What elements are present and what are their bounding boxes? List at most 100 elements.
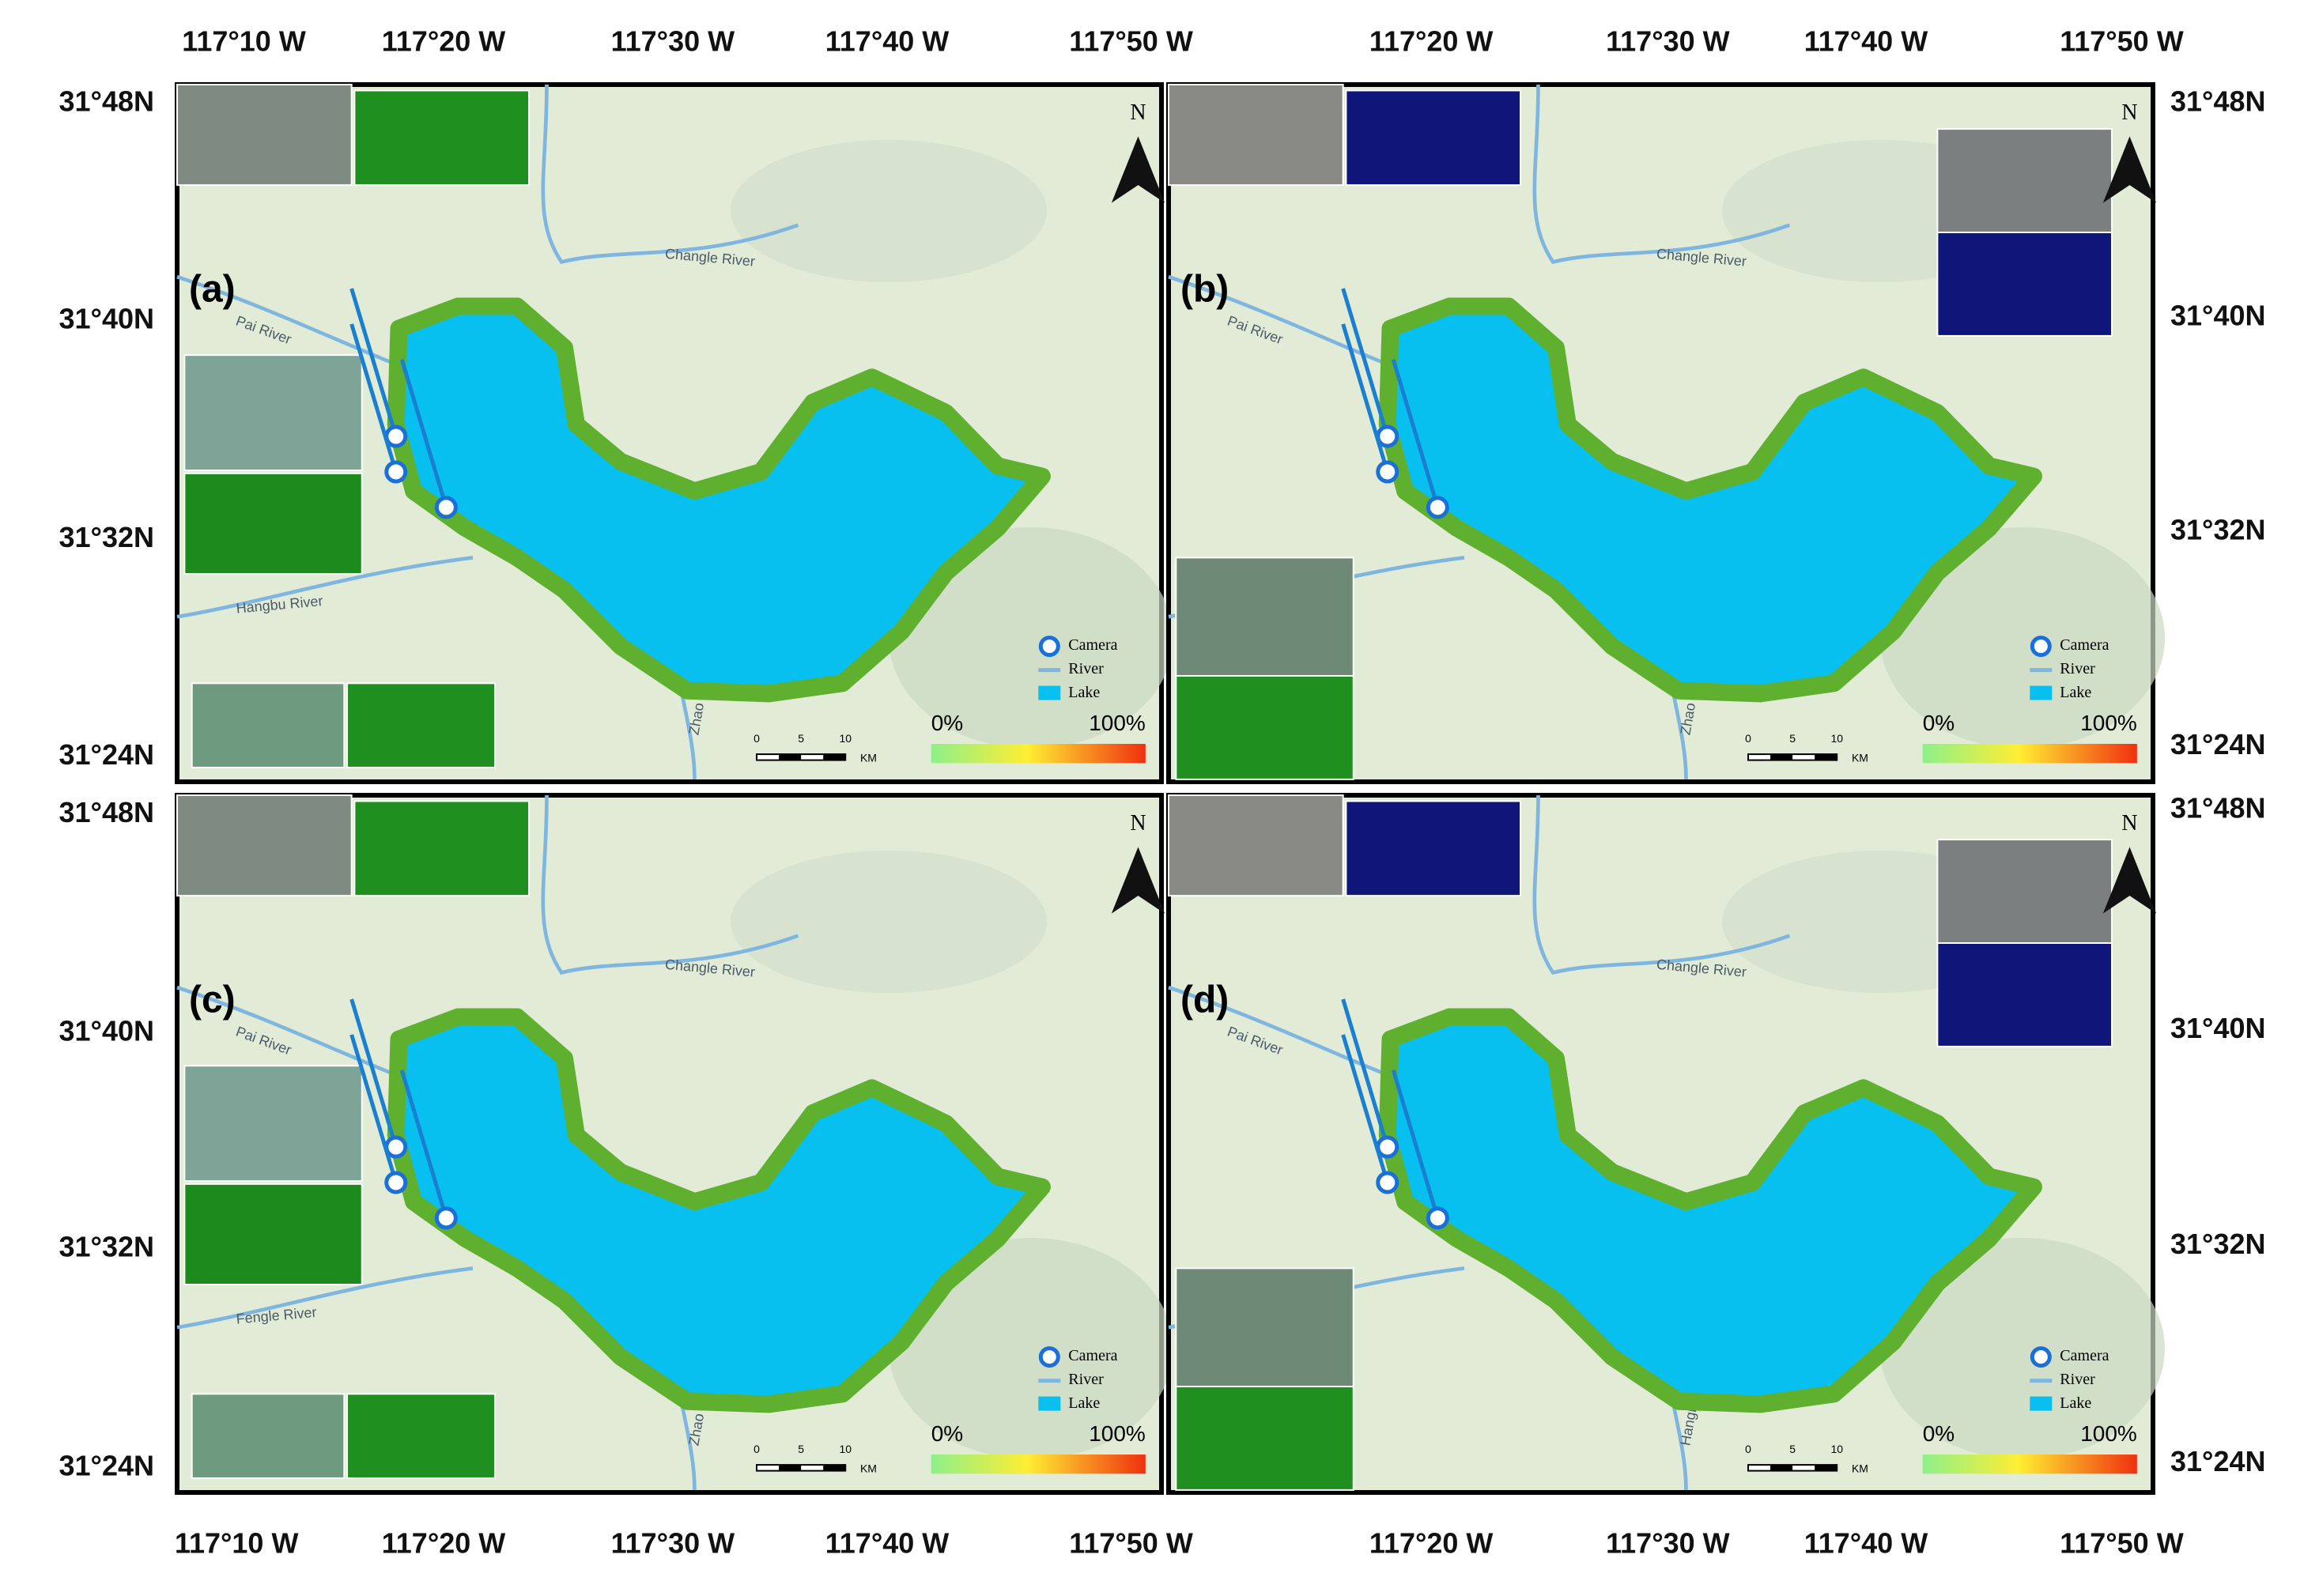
- legend-label: Camera: [2060, 1347, 2109, 1364]
- camera-link: [1341, 323, 1390, 473]
- camera-image: [1345, 800, 1522, 897]
- camera-marker: [1426, 496, 1449, 519]
- camera-marker: [434, 1206, 458, 1230]
- legend-label: Camera: [1068, 1347, 1117, 1364]
- legend-label: River: [1068, 660, 1104, 677]
- top-tick-label: 117°30 W: [611, 25, 735, 58]
- legend-lake-icon: [1038, 685, 1061, 700]
- left-tick-label: 31°32N: [59, 1231, 154, 1263]
- camera-image: [183, 472, 363, 575]
- scale-label: 0: [1745, 732, 1751, 745]
- camera-image: [1175, 1267, 1354, 1388]
- bottom-tick-label: 117°10 W: [175, 1527, 299, 1560]
- camera-image: [176, 84, 353, 187]
- scale-bar-segment: [823, 754, 846, 760]
- camera-link: [399, 1070, 448, 1219]
- colorbar-label: 100%: [2080, 1421, 2137, 1446]
- colorbar-label: 0%: [931, 1421, 963, 1446]
- scale-label: KM: [1852, 1462, 1868, 1474]
- terrain: [731, 140, 1047, 282]
- terrain: [889, 527, 1173, 749]
- right-tick-label: 31°48N: [2170, 791, 2265, 824]
- colorbar: [931, 744, 1146, 764]
- camera-image: [353, 89, 531, 187]
- panel-label: (c): [189, 979, 236, 1021]
- camera-link: [1341, 998, 1390, 1148]
- scale-bar-segment: [1770, 754, 1793, 760]
- legend-camera-icon: [2030, 636, 2052, 658]
- terrain: [1880, 527, 2165, 749]
- camera-link: [349, 998, 398, 1148]
- scale-label: 10: [1830, 1443, 1843, 1455]
- camera-image: [1168, 794, 1344, 897]
- camera-marker: [1376, 460, 1399, 484]
- camera-image: [1345, 89, 1522, 187]
- top-tick-label: 117°50 W: [1069, 25, 1193, 58]
- colorbar-label: 100%: [1089, 1421, 1146, 1446]
- camera-image: [183, 1183, 363, 1285]
- scale-label: 5: [798, 1443, 804, 1455]
- panel-label: (b): [1180, 268, 1229, 310]
- right-tick-label: 31°32N: [2170, 514, 2265, 546]
- legend-lake-icon: [2030, 685, 2053, 700]
- scale-label: 10: [839, 732, 852, 745]
- camera-image: [1936, 942, 2113, 1047]
- legend-label: Lake: [2060, 684, 2091, 701]
- legend-camera-icon: [1038, 1346, 1060, 1368]
- north-label: N: [1130, 100, 1146, 125]
- north-arrow: [2102, 136, 2157, 203]
- top-tick-label: 117°40 W: [825, 25, 950, 58]
- scale-bar-segment: [823, 1465, 846, 1471]
- lake: [1378, 1008, 2042, 1413]
- camera-image: [1168, 84, 1344, 187]
- legend-label: River: [2060, 1371, 2095, 1388]
- right-tick-label: 31°32N: [2170, 1228, 2265, 1260]
- north-label: N: [2121, 811, 2137, 836]
- lake: [387, 1008, 1051, 1413]
- scale-bar-segment: [779, 1465, 802, 1471]
- top-tick-label: 117°20 W: [1369, 25, 1494, 58]
- right-tick-label: 31°24N: [2170, 728, 2265, 760]
- scale-label: 5: [798, 732, 804, 745]
- top-tick-label: 117°10 W: [182, 25, 306, 58]
- scale-label: 10: [1830, 732, 1843, 745]
- scale-label: KM: [860, 751, 877, 764]
- lake: [387, 297, 1051, 703]
- scale-label: 5: [1789, 1443, 1796, 1455]
- legend-label: Lake: [2060, 1394, 2091, 1412]
- terrain: [731, 851, 1047, 993]
- top-tick-label: 117°40 W: [1804, 25, 1928, 58]
- camera-link: [1391, 359, 1440, 508]
- bottom-tick-label: 117°50 W: [2060, 1527, 2184, 1560]
- lake: [1378, 297, 2042, 703]
- bottom-tick-label: 117°20 W: [1369, 1527, 1494, 1560]
- bottom-tick-label: 117°20 W: [382, 1527, 506, 1560]
- legend-label: Camera: [1068, 636, 1117, 654]
- camera-link: [1341, 288, 1390, 437]
- legend-label: River: [2060, 660, 2095, 677]
- camera-link: [1391, 1070, 1440, 1219]
- legend-camera-icon: [1038, 636, 1060, 658]
- camera-marker: [434, 496, 458, 519]
- left-tick-label: 31°40N: [59, 302, 154, 334]
- legend-lake-icon: [2030, 1396, 2053, 1411]
- legend-lake-icon: [1038, 1396, 1061, 1411]
- camera-image: [1175, 557, 1354, 677]
- right-tick-label: 31°24N: [2170, 1445, 2265, 1477]
- panel-label: (d): [1180, 979, 1229, 1021]
- camera-image: [1175, 1386, 1354, 1491]
- scale-label: 0: [1745, 1443, 1751, 1455]
- right-tick-label: 31°40N: [2170, 1012, 2265, 1044]
- river: [176, 556, 474, 619]
- top-tick-label: 117°50 W: [2060, 25, 2184, 58]
- north-arrow: [1111, 847, 1165, 914]
- camera-marker: [1376, 1171, 1399, 1194]
- panel-label: (a): [189, 268, 236, 310]
- north-label: N: [1130, 811, 1146, 836]
- camera-image: [176, 794, 353, 897]
- scale-label: 0: [753, 1443, 760, 1455]
